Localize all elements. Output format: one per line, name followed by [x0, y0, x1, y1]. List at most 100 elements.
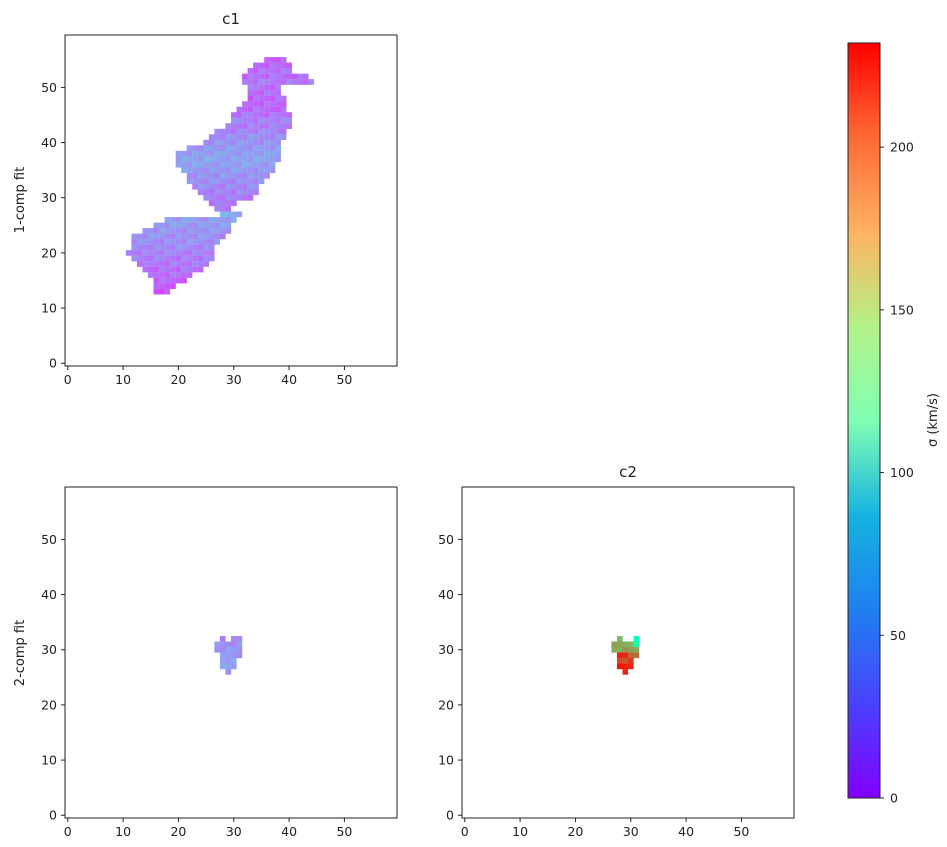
heatmap-cell [186, 244, 193, 251]
heatmap-cell [164, 239, 171, 245]
heatmap-cell [131, 239, 138, 245]
y-tick-label: 40 [41, 135, 57, 150]
heatmap-cell [275, 106, 281, 113]
heatmap-cell [197, 233, 204, 240]
x-tick-label: 20 [567, 824, 583, 839]
x-tick-label: 10 [115, 824, 131, 839]
heatmap-cell [253, 161, 259, 168]
heatmap-cell [264, 101, 270, 107]
heatmap-cell [186, 222, 193, 229]
heatmap-cell [275, 68, 281, 74]
heatmap-cell [208, 250, 215, 256]
heatmap-cell [175, 217, 182, 223]
x-tick-label: 50 [336, 824, 352, 839]
heatmap-cell [247, 156, 254, 163]
heatmap-cell [136, 233, 143, 240]
heatmap-cell [308, 79, 315, 85]
axis-ticks-2comp: 0 10 20 30 40 50 0 10 20 30 40 50 [41, 532, 352, 839]
heatmap-cell [269, 68, 276, 74]
heatmap-cell [214, 228, 221, 234]
heatmap-cell [253, 189, 259, 196]
heatmap-cell [231, 178, 237, 185]
heatmap-cell [192, 239, 198, 245]
heatmap-cell [219, 194, 226, 201]
heatmap-cell [208, 189, 215, 196]
heatmap-cell [219, 156, 226, 163]
heatmap-cell [253, 134, 259, 140]
heatmap-cell [286, 112, 293, 118]
colorbar-tick-label: 200 [890, 140, 914, 155]
heatmap-cell [247, 106, 254, 113]
heatmap-cell [275, 84, 281, 91]
heatmap-cell [208, 244, 215, 251]
heatmap-cell [186, 217, 193, 223]
heatmap-cell [633, 641, 640, 648]
heatmap-cell [258, 161, 265, 168]
heatmap-cell [203, 139, 210, 146]
heatmap-cell [142, 239, 149, 245]
x-tick-label: 50 [336, 372, 352, 387]
heatmap-cell [225, 156, 232, 163]
heatmap-cell [247, 112, 254, 118]
heatmap-cell [253, 183, 259, 190]
heatmap-cell [264, 156, 270, 163]
heatmap-cell [225, 183, 232, 190]
heatmap-cell [142, 255, 149, 262]
heatmap-cell [214, 139, 221, 146]
heatmap-cell [253, 139, 259, 146]
heatmap-cell [153, 266, 160, 273]
heatmap-cell [203, 222, 210, 229]
heatmap-cell [231, 646, 237, 653]
heatmap-cell [253, 117, 259, 124]
heatmap-cell [208, 255, 215, 262]
heatmap-cell [148, 228, 154, 234]
heatmap-cell [192, 150, 198, 157]
heatmap-cell [269, 79, 276, 85]
heatmap-cell [236, 145, 243, 151]
heatmap-cell [247, 161, 254, 168]
heatmap-cell [186, 250, 193, 256]
heatmap-cell [142, 233, 149, 240]
heatmap-cell [622, 646, 629, 653]
heatmap-cell [186, 261, 193, 267]
heatmap-cell [175, 277, 182, 284]
heatmap-cell [208, 145, 215, 151]
heatmap-cell [192, 266, 198, 273]
heatmap-cell [170, 261, 176, 267]
heatmap-cell [269, 101, 276, 107]
heatmap-cell [219, 663, 226, 670]
heatmap-cell [253, 90, 259, 96]
heatmap-cell [247, 95, 254, 102]
heatmap-cell [269, 90, 276, 96]
x-tick-label: 10 [115, 372, 131, 387]
heatmap-cell [170, 255, 176, 262]
heatmap-cell [616, 641, 623, 648]
heatmap-cell [148, 261, 154, 267]
heatmap-cell [203, 228, 210, 234]
heatmap-cell [170, 217, 176, 223]
heatmap-cell [159, 277, 165, 284]
heatmap-cell [253, 145, 259, 151]
panel-c1-1comp: c1 1-comp fit 0 10 20 30 40 50 0 10 20 30 40 50 [13, 10, 398, 387]
axes-frame-c2 [461, 486, 795, 819]
heatmap-cell [192, 217, 198, 223]
heatmap-cell [622, 658, 629, 664]
heatmap-cell [186, 228, 193, 234]
heatmap-cell [242, 183, 248, 190]
x-tick-label: 0 [64, 372, 72, 387]
heatmap-cell [622, 641, 629, 648]
heatmap-cell [231, 161, 237, 168]
heatmap-cell [269, 62, 276, 69]
heatmap-cell [225, 200, 232, 207]
heatmap-cell [186, 255, 193, 262]
heatmap-cell [170, 222, 176, 229]
heatmap-cell [622, 652, 629, 659]
heatmap-cell [280, 73, 287, 80]
heatmap-cell [269, 134, 276, 140]
heatmap-cell [258, 62, 265, 69]
heatmap-cell [269, 57, 276, 63]
heatmap-cell [258, 112, 265, 118]
heatmap-cell [247, 123, 254, 129]
heatmap-cell [219, 167, 226, 174]
heatmap-cell [236, 156, 243, 163]
